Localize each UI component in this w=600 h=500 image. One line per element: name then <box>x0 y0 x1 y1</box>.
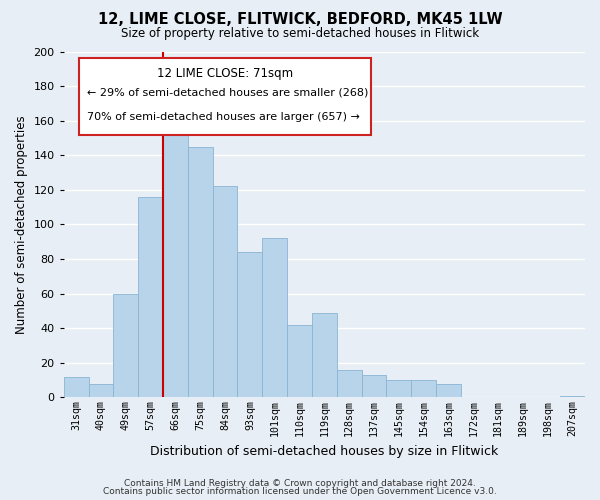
Bar <box>89 384 113 398</box>
Bar <box>436 384 461 398</box>
Y-axis label: Number of semi-detached properties: Number of semi-detached properties <box>15 115 28 334</box>
Bar <box>212 186 238 398</box>
Bar <box>337 370 362 398</box>
Text: 12, LIME CLOSE, FLITWICK, BEDFORD, MK45 1LW: 12, LIME CLOSE, FLITWICK, BEDFORD, MK45 … <box>98 12 502 28</box>
Text: Contains HM Land Registry data © Crown copyright and database right 2024.: Contains HM Land Registry data © Crown c… <box>124 478 476 488</box>
Bar <box>411 380 436 398</box>
Bar <box>262 238 287 398</box>
FancyBboxPatch shape <box>79 58 371 134</box>
Bar <box>312 312 337 398</box>
Text: Contains public sector information licensed under the Open Government Licence v3: Contains public sector information licen… <box>103 487 497 496</box>
Bar <box>188 146 212 398</box>
Bar <box>113 294 138 398</box>
Bar <box>560 396 585 398</box>
Bar <box>163 112 188 398</box>
Bar <box>64 376 89 398</box>
Bar <box>138 197 163 398</box>
Bar <box>238 252 262 398</box>
Text: Size of property relative to semi-detached houses in Flitwick: Size of property relative to semi-detach… <box>121 28 479 40</box>
Bar <box>362 375 386 398</box>
Text: 12 LIME CLOSE: 71sqm: 12 LIME CLOSE: 71sqm <box>157 67 293 80</box>
Bar <box>287 325 312 398</box>
Text: ← 29% of semi-detached houses are smaller (268): ← 29% of semi-detached houses are smalle… <box>87 88 368 98</box>
Text: 70% of semi-detached houses are larger (657) →: 70% of semi-detached houses are larger (… <box>87 112 360 122</box>
X-axis label: Distribution of semi-detached houses by size in Flitwick: Distribution of semi-detached houses by … <box>150 444 499 458</box>
Bar <box>386 380 411 398</box>
